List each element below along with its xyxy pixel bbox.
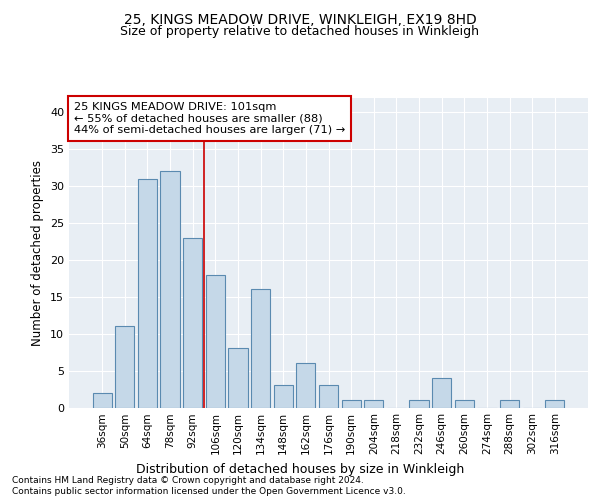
Bar <box>319 386 338 407</box>
Bar <box>296 363 316 408</box>
Bar <box>206 274 225 407</box>
Text: Size of property relative to detached houses in Winkleigh: Size of property relative to detached ho… <box>121 25 479 38</box>
Bar <box>251 290 270 408</box>
Bar <box>545 400 565 407</box>
Bar <box>183 238 202 408</box>
Text: Contains HM Land Registry data © Crown copyright and database right 2024.: Contains HM Land Registry data © Crown c… <box>12 476 364 485</box>
Y-axis label: Number of detached properties: Number of detached properties <box>31 160 44 346</box>
Bar <box>500 400 519 407</box>
Text: Distribution of detached houses by size in Winkleigh: Distribution of detached houses by size … <box>136 462 464 475</box>
Bar <box>341 400 361 407</box>
Bar <box>274 386 293 407</box>
Bar <box>160 172 180 408</box>
Bar <box>409 400 428 407</box>
Bar <box>432 378 451 408</box>
Bar <box>229 348 248 408</box>
Text: 25 KINGS MEADOW DRIVE: 101sqm
← 55% of detached houses are smaller (88)
44% of s: 25 KINGS MEADOW DRIVE: 101sqm ← 55% of d… <box>74 102 346 136</box>
Bar <box>455 400 474 407</box>
Bar <box>92 392 112 407</box>
Text: Contains public sector information licensed under the Open Government Licence v3: Contains public sector information licen… <box>12 488 406 496</box>
Text: 25, KINGS MEADOW DRIVE, WINKLEIGH, EX19 8HD: 25, KINGS MEADOW DRIVE, WINKLEIGH, EX19 … <box>124 12 476 26</box>
Bar <box>115 326 134 407</box>
Bar <box>138 178 157 408</box>
Bar <box>364 400 383 407</box>
